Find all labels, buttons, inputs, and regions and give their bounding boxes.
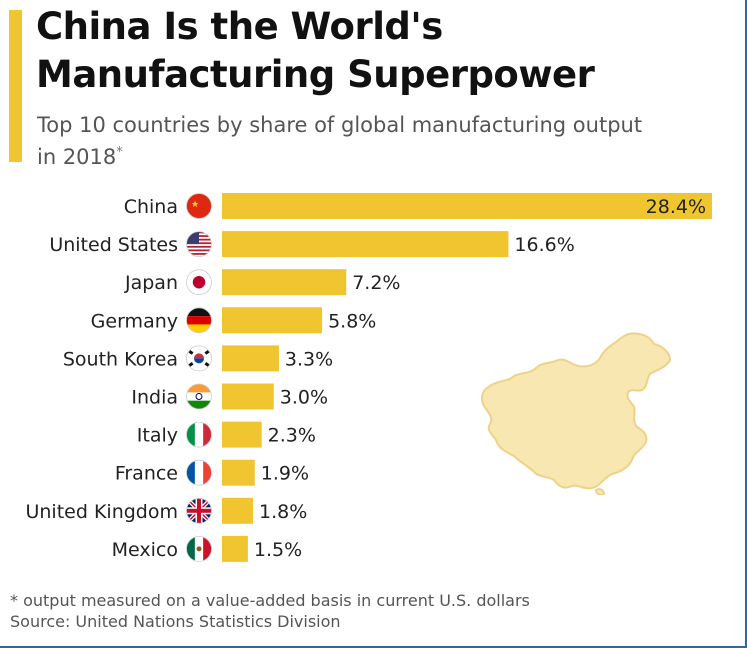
subtitle-text: Top 10 countries by share of global manu… xyxy=(37,113,643,169)
chart-title: China Is the World's Manufacturing Super… xyxy=(36,3,595,99)
value-label: 16.6% xyxy=(514,234,574,256)
category-label: South Korea xyxy=(63,348,178,370)
china-flag-icon: ★ xyxy=(186,193,212,219)
bar-japan xyxy=(222,269,347,296)
bar-italy xyxy=(222,421,262,448)
france-flag-icon xyxy=(186,459,212,486)
title-accent-bar xyxy=(9,10,22,162)
title-line-2: Manufacturing Superpower xyxy=(36,53,595,96)
value-label: 3.3% xyxy=(285,348,333,370)
value-label: 2.3% xyxy=(268,425,316,447)
category-label: China xyxy=(124,196,178,218)
bar-germany xyxy=(222,307,323,334)
value-label: 7.2% xyxy=(352,272,400,294)
italy-flag-icon xyxy=(186,421,212,448)
bar-china xyxy=(222,193,712,219)
source-note: Source: United Nations Statistics Divisi… xyxy=(10,612,341,631)
category-label: United States xyxy=(49,234,178,256)
china-map-icon xyxy=(481,332,672,495)
bar-united-states xyxy=(222,231,509,258)
category-label: Mexico xyxy=(112,539,178,561)
value-label: 1.5% xyxy=(254,539,302,561)
value-label: 28.4% xyxy=(646,196,706,218)
value-label: 1.8% xyxy=(259,501,307,523)
value-label: 1.9% xyxy=(261,463,309,485)
bar-south-korea xyxy=(222,345,279,372)
category-label: United Kingdom xyxy=(25,501,178,523)
bar-india xyxy=(222,383,274,410)
category-label: Japan xyxy=(124,272,178,294)
usa-flag-icon xyxy=(186,231,212,258)
bar-united-kingdom xyxy=(222,497,254,524)
category-label: Germany xyxy=(91,310,178,332)
category-label: Italy xyxy=(137,425,178,447)
germany-flag-icon xyxy=(186,307,212,334)
category-label: France xyxy=(115,463,178,485)
value-label: 5.8% xyxy=(328,310,376,332)
subtitle-footnote-mark: * xyxy=(116,145,123,160)
japan-flag-icon xyxy=(186,269,212,296)
uk-flag-icon xyxy=(186,497,212,524)
bars-layer: China 28.4% ★ United States 16.6% Japan 7.2% Ge… xyxy=(25,193,712,562)
india-flag-icon xyxy=(186,383,212,410)
category-label: India xyxy=(131,387,178,409)
bar-mexico xyxy=(222,535,248,562)
south-korea-flag-icon xyxy=(186,345,212,372)
bar-chart: China 28.4% ★ United States 16.6% Japan 7.2% Ge… xyxy=(25,193,712,562)
chart-subtitle: Top 10 countries by share of global manu… xyxy=(37,111,657,171)
value-label: 3.0% xyxy=(280,387,328,409)
bar-france xyxy=(222,459,255,486)
title-line-1: China Is the World's xyxy=(36,5,443,48)
svg-text:★: ★ xyxy=(191,200,199,210)
footnote: * output measured on a value-added basis… xyxy=(10,591,530,610)
mexico-flag-icon xyxy=(186,536,212,562)
